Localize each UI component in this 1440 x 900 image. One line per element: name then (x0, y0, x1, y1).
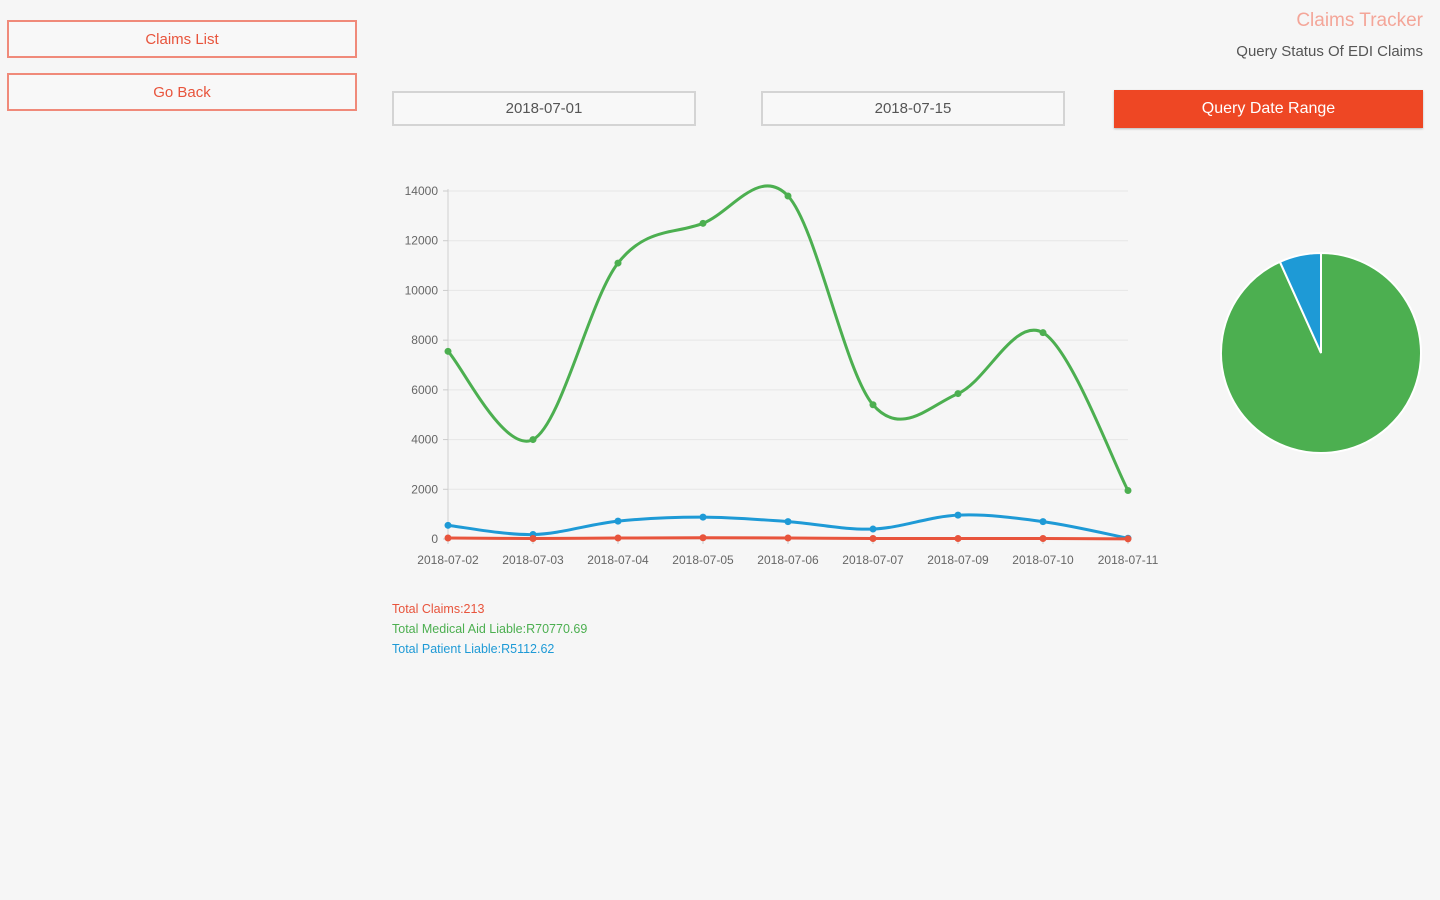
x-tick-label-7: 2018-07-10 (1012, 553, 1074, 567)
series-1-point-4 (784, 518, 792, 526)
series-2-point-3 (699, 534, 707, 542)
x-tick-label-8: 2018-07-11 (1098, 553, 1159, 567)
chart-grid (448, 190, 1128, 490)
y-tick-label-7: 14000 (405, 184, 439, 198)
series-2-point-5 (869, 535, 877, 543)
series-0-point-6 (954, 390, 962, 398)
series-1-point-6 (954, 511, 962, 519)
y-tick-label-3: 6000 (411, 383, 438, 397)
series-0-point-5 (869, 401, 877, 409)
y-tick-label-5: 10000 (405, 283, 439, 297)
series-1-point-7 (1039, 518, 1047, 526)
series-1-point-5 (869, 525, 877, 533)
series-1-point-3 (699, 513, 707, 521)
chart-axes (447, 189, 1128, 540)
y-tick-label-2: 4000 (411, 433, 438, 447)
y-tick-label-4: 8000 (411, 333, 438, 347)
y-tick-label-0: 0 (431, 532, 438, 546)
pie-slices (1220, 251, 1422, 454)
y-axis-ticks: 0 2000 4000 6000 8000 10000 12000 14000 (405, 184, 448, 546)
app-title: Claims Tracker (1296, 10, 1423, 31)
x-tick-label-3: 2018-07-05 (672, 553, 734, 567)
chart-series (444, 184, 1132, 543)
claims-list-button[interactable]: Claims List (7, 20, 357, 58)
pie-chart (1220, 251, 1422, 454)
series-0-point-1 (529, 436, 537, 444)
series-0-point-7 (1039, 329, 1047, 337)
series-2-point-2 (614, 534, 622, 542)
series-2-point-4 (784, 534, 792, 542)
x-tick-label-5: 2018-07-07 (842, 553, 904, 567)
series-2-point-0 (444, 534, 452, 542)
series-0-point-4 (784, 192, 792, 200)
pie-slice-1 (1278, 251, 1322, 354)
series-line-0 (446, 184, 1130, 492)
series-1-point-0 (444, 521, 452, 529)
line-chart: 0 2000 4000 6000 8000 10000 12000 14000 2018-07… (405, 184, 1159, 567)
series-2-point-7 (1039, 535, 1047, 543)
series-2-point-8 (1124, 535, 1132, 543)
x-axis-ticks: 2018-07-02 2018-07-03 2018-07-04 2018-07-05… (417, 539, 1159, 567)
total-claims-label: Total Claims:213 (392, 602, 485, 616)
x-tick-label-2: 2018-07-04 (587, 553, 649, 567)
x-tick-label-6: 2018-07-09 (927, 553, 989, 567)
from-date-input[interactable] (392, 91, 696, 126)
series-0-point-8 (1124, 487, 1132, 495)
y-tick-label-6: 12000 (405, 234, 439, 248)
series-2-point-1 (529, 535, 537, 543)
query-date-range-button[interactable]: Query Date Range (1114, 90, 1423, 128)
y-tick-label-1: 2000 (411, 482, 438, 496)
series-1-point-2 (614, 517, 622, 525)
total-patient-liable-label: Total Patient Liable:R5112.62 (392, 642, 555, 656)
go-back-button[interactable]: Go Back (7, 73, 357, 111)
app-subtitle: Query Status Of EDI Claims (1236, 43, 1423, 60)
series-0-point-0 (444, 347, 452, 355)
total-medical-aid-liable-label: Total Medical Aid Liable:R70770.69 (392, 622, 588, 636)
x-tick-label-4: 2018-07-06 (757, 553, 819, 567)
series-0-point-2 (614, 259, 622, 267)
series-0-point-3 (699, 219, 707, 227)
x-tick-label-1: 2018-07-03 (502, 553, 564, 567)
series-2-point-6 (954, 535, 962, 543)
to-date-input[interactable] (761, 91, 1065, 126)
x-tick-label-0: 2018-07-02 (417, 553, 479, 567)
